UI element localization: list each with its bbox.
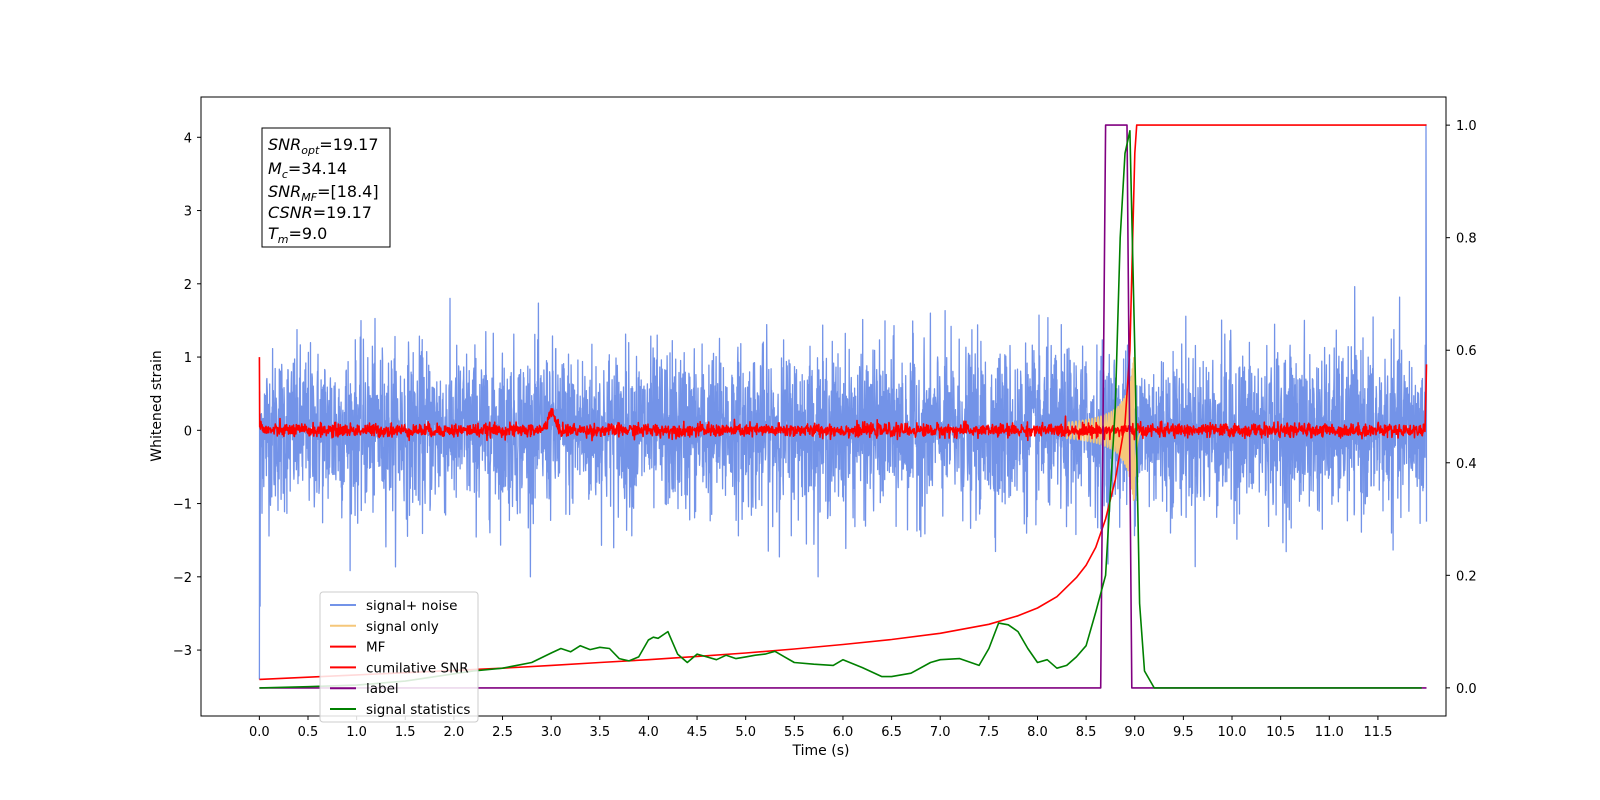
series-line-mf xyxy=(258,357,1428,442)
x-tick-label: 7.0 xyxy=(930,725,951,740)
y-right-tick-label: 0.4 xyxy=(1456,457,1477,472)
info-tm: Tm=9.0 xyxy=(268,224,327,246)
y-tick-label: 0 xyxy=(184,424,192,439)
legend: signal+ noise signal only MF cumilative SNR… xyxy=(319,591,479,723)
y-axis-title: Whitened strain xyxy=(149,350,165,461)
x-tick-label: 11.5 xyxy=(1363,725,1392,740)
x-tick-label: 1.0 xyxy=(346,725,367,740)
x-tick-label: 9.5 xyxy=(1173,725,1194,740)
info-snr-mf: SNRMF=[18.4] xyxy=(268,182,379,204)
series-line-signal-only xyxy=(1065,357,1146,501)
x-tick-label: 10.0 xyxy=(1218,725,1247,740)
y-tick-label: −1 xyxy=(173,498,192,513)
x-tick-label: 0.5 xyxy=(298,725,319,740)
x-tick-label: 8.0 xyxy=(1027,725,1048,740)
y-right-tick-label: 0.2 xyxy=(1456,569,1477,584)
info-snr-opt: SNRopt=19.17 xyxy=(268,135,379,157)
info-mc: Mc=34.14 xyxy=(268,159,347,181)
info-csnr: CSNR=19.17 xyxy=(268,203,372,222)
x-tick-label: 6.5 xyxy=(881,725,902,740)
y-tick-label: 2 xyxy=(184,278,192,293)
legend-label-label: label xyxy=(366,681,399,697)
y-tick-label: 1 xyxy=(184,351,192,366)
ticks-layer: 0.0 0.5 1.0 1.5 2.0 2.5 3.0 3.5 4.0 4.5 5.0 5.5 6.0 6… xyxy=(173,119,1477,740)
x-axis-title: Time (s) xyxy=(792,743,850,759)
y-right-tick-label: 1.0 xyxy=(1456,119,1477,134)
legend-label-signal-noise: signal+ noise xyxy=(366,598,457,614)
series-line-signal-noise xyxy=(258,124,1428,680)
x-tick-label: 4.5 xyxy=(687,725,708,740)
info-box-frame xyxy=(261,127,391,248)
y-right-tick-label: 0.0 xyxy=(1456,682,1477,697)
series-layer xyxy=(258,124,1428,689)
y-tick-label: 4 xyxy=(184,131,192,146)
y-tick-label: 3 xyxy=(184,205,192,220)
x-tick-label: 5.0 xyxy=(735,725,756,740)
info-box: SNRopt=19.17 Mc=34.14 SNRMF=[18.4] CSNR=… xyxy=(261,127,391,248)
x-tick-label: 9.0 xyxy=(1124,725,1145,740)
legend-items: signal+ noise signal only MF cumilative SNR… xyxy=(330,598,470,718)
x-tick-label: 11.0 xyxy=(1315,725,1344,740)
x-tick-label: 10.5 xyxy=(1266,725,1295,740)
x-tick-label: 1.5 xyxy=(395,725,416,740)
x-tick-label: 7.5 xyxy=(979,725,1000,740)
legend-label-signal-statistics: signal statistics xyxy=(366,702,470,718)
x-tick-label: 3.5 xyxy=(589,725,610,740)
legend-label-mf: MF xyxy=(366,640,385,656)
series-line-cumilative-snr xyxy=(259,124,1427,681)
y-right-tick-label: 0.6 xyxy=(1456,344,1477,359)
y-right-tick-label: 0.8 xyxy=(1456,232,1477,247)
plot-frame xyxy=(200,96,1447,717)
x-tick-label: 0.0 xyxy=(249,725,270,740)
x-tick-label: 8.5 xyxy=(1076,725,1097,740)
legend-label-cumilative-snr: cumilative SNR xyxy=(366,660,469,676)
x-tick-label: 2.5 xyxy=(492,725,513,740)
x-tick-label: 5.5 xyxy=(784,725,805,740)
legend-label-signal-only: signal only xyxy=(366,619,439,635)
y-tick-label: −3 xyxy=(173,644,192,659)
legend-frame xyxy=(319,591,479,723)
x-tick-label: 2.0 xyxy=(444,725,465,740)
x-tick-label: 3.0 xyxy=(541,725,562,740)
y-tick-label: −2 xyxy=(173,571,192,586)
x-tick-label: 6.0 xyxy=(833,725,854,740)
series-line-signal-statistics xyxy=(259,130,1422,689)
x-tick-label: 4.0 xyxy=(638,725,659,740)
